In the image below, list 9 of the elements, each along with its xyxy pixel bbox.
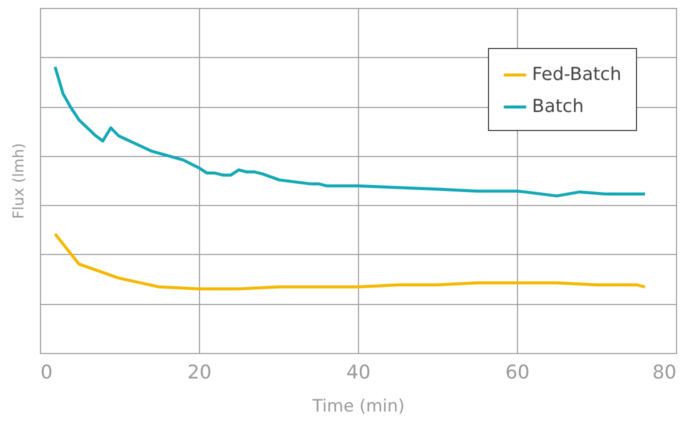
x-tick-label: 80 [652,362,676,384]
x-axis-title: Time (min) [311,396,405,416]
x-tick-label: 60 [505,362,530,384]
x-tick-label: 40 [346,362,371,384]
x-tick-label: 0 [40,362,53,384]
legend-label: Fed-Batch [532,64,622,85]
legend-label: Batch [532,96,584,117]
y-axis-title: Flux (lmh) [10,143,28,219]
x-tick-label: 20 [187,362,212,384]
